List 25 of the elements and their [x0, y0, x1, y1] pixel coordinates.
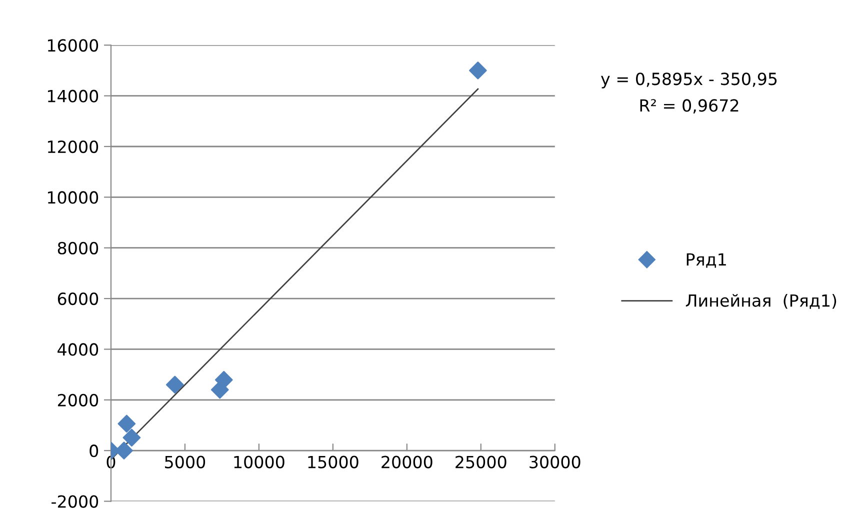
- y-tick-label: 2000: [58, 394, 98, 406]
- point: [122, 428, 141, 447]
- y-tick-label: 0: [90, 444, 98, 458]
- point: [469, 62, 487, 80]
- x-tick-label: 10000: [234, 456, 284, 468]
- x-tick-label: 30000: [530, 456, 580, 468]
- x-tick-label: 20000: [382, 456, 432, 468]
- y-tick-label: 6000: [58, 292, 98, 306]
- y-tick-label: 8000: [58, 242, 98, 254]
- y-tick-label: -2000: [52, 495, 98, 508]
- legend-label: Ряд1: [686, 253, 726, 268]
- y-tick-label: 14000: [48, 90, 98, 102]
- legend-label: Линейная (Ряд1): [686, 294, 836, 309]
- y-tick-label: 16000: [48, 39, 98, 52]
- y-tick-label: 4000: [58, 343, 98, 356]
- point: [166, 376, 184, 394]
- x-tick-label: 25000: [456, 456, 506, 468]
- text: R² = 0,9672: [640, 99, 738, 114]
- x-tick-label: 15000: [308, 456, 358, 468]
- point: [214, 370, 233, 389]
- y-tick-label: 10000: [48, 191, 98, 204]
- y-tick-label: 12000: [48, 140, 98, 154]
- text: y = 0,5895x - 350,95: [600, 72, 777, 88]
- point: [118, 414, 136, 433]
- x-tick-label: 5000: [165, 456, 206, 468]
